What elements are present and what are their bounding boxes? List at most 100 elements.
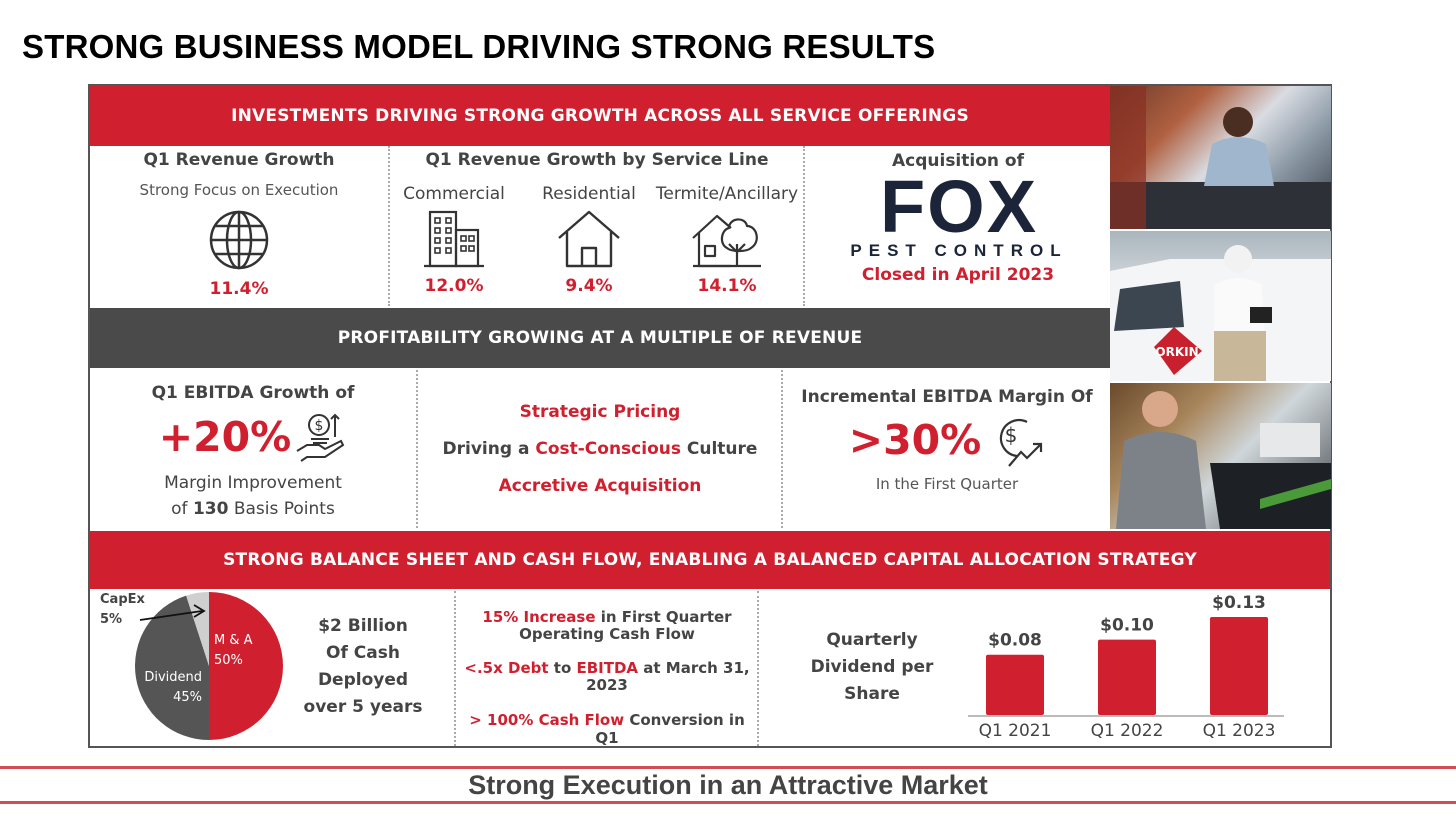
cashflow-debt: <.5x Debt (464, 659, 549, 677)
pie-label-capex-value: 5% (100, 612, 122, 627)
service-value: 12.0% (424, 276, 484, 296)
revenue-heading: Q1 Revenue Growth (143, 150, 335, 170)
deployed-l1: $2 Billion (318, 616, 408, 636)
deployed-l4: over 5 years (303, 697, 423, 717)
acquisition-panel: Acquisition of FOX PEST CONTROL Closed i… (806, 146, 1110, 306)
divider (781, 370, 783, 528)
dividend-category-label: Q1 2021 (979, 721, 1052, 741)
cashflow-c-post: Conversion in Q1 (595, 711, 745, 747)
svg-text:$: $ (315, 418, 324, 434)
revenue-growth-panel: Q1 Revenue Growth Strong Focus on Execut… (90, 146, 388, 306)
dividend-bar-label: $0.13 (1212, 593, 1266, 613)
cashflow-b-mid: to (548, 659, 577, 677)
capex-arrowhead (193, 604, 206, 618)
technician-tablet-photo (1110, 383, 1331, 529)
house-icon (558, 210, 620, 268)
service-value: 14.1% (697, 276, 757, 296)
ebitda-line1: Margin Improvement (164, 473, 342, 493)
cashflow-a-l2: Operating Cash Flow (519, 625, 695, 643)
pie-label-capex: CapEx (100, 592, 145, 607)
divider (803, 146, 805, 306)
pie-slice-m-a (209, 592, 283, 740)
service-residential: Residential 9.4% (529, 184, 649, 296)
dividend-category-label: Q1 2023 (1203, 721, 1276, 741)
fox-logo: FOX PEST CONTROL (806, 169, 1110, 261)
dividend-panel: Quarterly Dividend per Share $0.08 Q1 202… (760, 589, 1330, 746)
divider (454, 591, 456, 746)
svg-text:ORKIN: ORKIN (1155, 345, 1198, 359)
dividend-bar (986, 654, 1044, 715)
capex-arrow (139, 610, 203, 621)
ebitda-line2-post: Basis Points (228, 499, 335, 519)
service-label: Termite/Ancillary (655, 184, 799, 204)
technician-van-photo: ORKIN (1110, 231, 1331, 381)
globe-icon (209, 210, 269, 270)
content-frame (88, 84, 1332, 748)
house-tree-icon (692, 214, 761, 268)
cash-flow-panel: 15% Increase in First Quarter Operating … (457, 589, 757, 748)
acquisition-heading: Acquisition of (891, 151, 1024, 171)
dividend-l3: Share (844, 684, 900, 704)
deployed-l2: Of Cash (326, 643, 400, 663)
revenue-sub: Strong Focus on Execution (139, 181, 339, 199)
margin-sub: In the First Quarter (875, 475, 1019, 493)
building-icon (424, 210, 484, 268)
strategy-cost-conscious: Cost-Conscious (535, 439, 681, 459)
strategy-acquisition: Accretive Acquisition (498, 476, 702, 496)
strategy-l2-post: Culture (680, 439, 758, 459)
footer-bottom-rule (0, 801, 1456, 804)
service-heading: Q1 Revenue Growth by Service Line (425, 150, 769, 170)
service-label: Commercial (403, 184, 505, 204)
service-commercial: Commercial 12.0% (393, 184, 515, 296)
photo-tablet-figure (1116, 391, 1331, 529)
dividend-l1: Quarterly (826, 630, 918, 650)
strategy-panel: Strategic Pricing Driving a Cost-Conscio… (419, 370, 781, 528)
strategy-l2-pre: Driving a (442, 439, 536, 459)
dividend-label: Quarterly Dividend per Share (800, 627, 944, 708)
pie-label-dividend: Dividend (144, 670, 202, 685)
footer-top-rule (0, 766, 1456, 769)
pie-slice-dividend (134, 595, 209, 740)
pie-label-dividend-value: 45% (173, 690, 202, 705)
cashflow-b-l2: 2023 (586, 676, 628, 694)
cashflow-b-post: at March 31, (638, 659, 750, 677)
margin-heading: Incremental EBITDA Margin Of (801, 387, 1093, 407)
pie-label-ma: M & A (214, 633, 253, 648)
technician-truck-photo (1110, 86, 1331, 229)
deployed-l3: Deployed (317, 670, 409, 690)
ebitda-heading: Q1 EBITDA Growth of (151, 383, 355, 403)
cashflow-ebitda: EBITDA (576, 659, 639, 677)
cashflow-a-post: in First Quarter (595, 608, 732, 626)
service-termite: Termite/Ancillary 14.1% (653, 184, 801, 296)
pie-label-ma-value: 50% (214, 653, 243, 668)
service-line-panel: Q1 Revenue Growth by Service Line Commer… (391, 146, 803, 306)
cashflow-increase: 15% Increase (482, 608, 596, 626)
dividend-bar-label: $0.10 (1100, 616, 1154, 636)
acquisition-closed: Closed in April 2023 (861, 265, 1055, 285)
margin-panel: Incremental EBITDA Margin Of >30% $ In t… (784, 370, 1110, 528)
deployed-text: $2 Billion Of Cash Deployed over 5 years (298, 613, 428, 721)
capital-allocation-panel: M & A 50% Dividend 45% CapEx 5% $2 Billion Of… (90, 589, 454, 746)
band-investments: INVESTMENTS DRIVING STRONG GROWTH ACROSS… (90, 86, 1110, 146)
page-title: STRONG BUSINESS MODEL DRIVING STRONG RES… (22, 28, 936, 65)
cashflow-conversion: > 100% Cash Flow (469, 711, 625, 729)
dividend-bar-label: $0.08 (988, 631, 1042, 651)
photo-van-figure: ORKIN (1110, 245, 1331, 381)
dividend-bar-chart: $0.08 Q1 2021 $0.10 Q1 2022 $0.13 Q1 2023 (968, 593, 1284, 741)
hand-coins-icon: $ (296, 413, 345, 462)
dividend-bar (1210, 617, 1268, 715)
fox-logo-text: FOX (879, 165, 1039, 248)
photo-technician-figure (1110, 86, 1331, 229)
fox-logo-sub: PEST CONTROL (850, 241, 1068, 260)
dollar-growth-icon: $ (1000, 419, 1043, 467)
allocation-pie-chart: M & A 50% Dividend 45% CapEx 5% (100, 592, 283, 740)
revenue-value: 11.4% (209, 279, 269, 299)
ebitda-panel: Q1 EBITDA Growth of +20% $ Margin Improv… (90, 370, 416, 528)
divider (388, 146, 390, 306)
dividend-category-label: Q1 2022 (1091, 721, 1164, 741)
dividend-l2: Dividend per (810, 657, 934, 677)
ebitda-line2-pre: of (171, 499, 193, 519)
ebitda-bps: 130 (192, 499, 229, 519)
margin-value: >30% (848, 416, 982, 464)
ebitda-value: +20% (158, 413, 292, 461)
